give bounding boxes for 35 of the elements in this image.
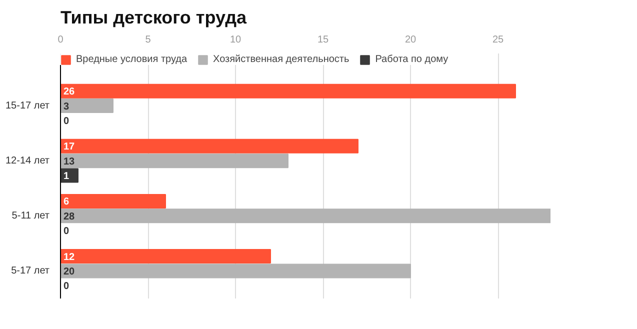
x-tick-label: 25 — [492, 34, 504, 46]
data-label: 12 — [64, 252, 76, 263]
bar — [60, 194, 166, 208]
bar — [60, 208, 550, 224]
chart-title: Типы детского труда — [60, 8, 248, 28]
bar — [60, 264, 411, 278]
y-tick-label: 5-11 лет — [12, 210, 50, 222]
x-tick-label: 5 — [145, 34, 152, 46]
data-label: 20 — [64, 266, 76, 278]
data-label: 17 — [64, 142, 76, 153]
y-tick-label: 12-14 лет — [6, 155, 50, 166]
data-label: 1 — [64, 171, 70, 182]
bar — [60, 154, 288, 168]
bar — [60, 84, 516, 98]
data-label: 0 — [64, 226, 70, 238]
y-tick-label: 5-17 лет — [11, 265, 50, 276]
data-label: 0 — [64, 281, 70, 292]
x-tick-label: 0 — [58, 34, 64, 46]
bar — [60, 98, 114, 114]
data-label: 28 — [64, 211, 76, 222]
legend-label: Хозяйственная деятельность — [213, 53, 350, 65]
bar — [60, 249, 271, 264]
bar — [60, 138, 358, 154]
legend-label: Работа по дому — [375, 53, 448, 65]
data-label: 3 — [64, 101, 70, 112]
y-tick-label: 15-17 лет — [6, 100, 50, 112]
legend-label: Вредные условия труда — [76, 53, 188, 65]
x-tick-label: 20 — [404, 34, 416, 46]
x-tick-label: 15 — [317, 34, 329, 46]
data-label: 13 — [64, 156, 76, 168]
bar — [60, 168, 78, 183]
data-label: 0 — [64, 116, 70, 127]
x-tick-label: 10 — [230, 34, 242, 46]
data-label: 26 — [64, 86, 76, 98]
data-label: 6 — [64, 196, 70, 208]
